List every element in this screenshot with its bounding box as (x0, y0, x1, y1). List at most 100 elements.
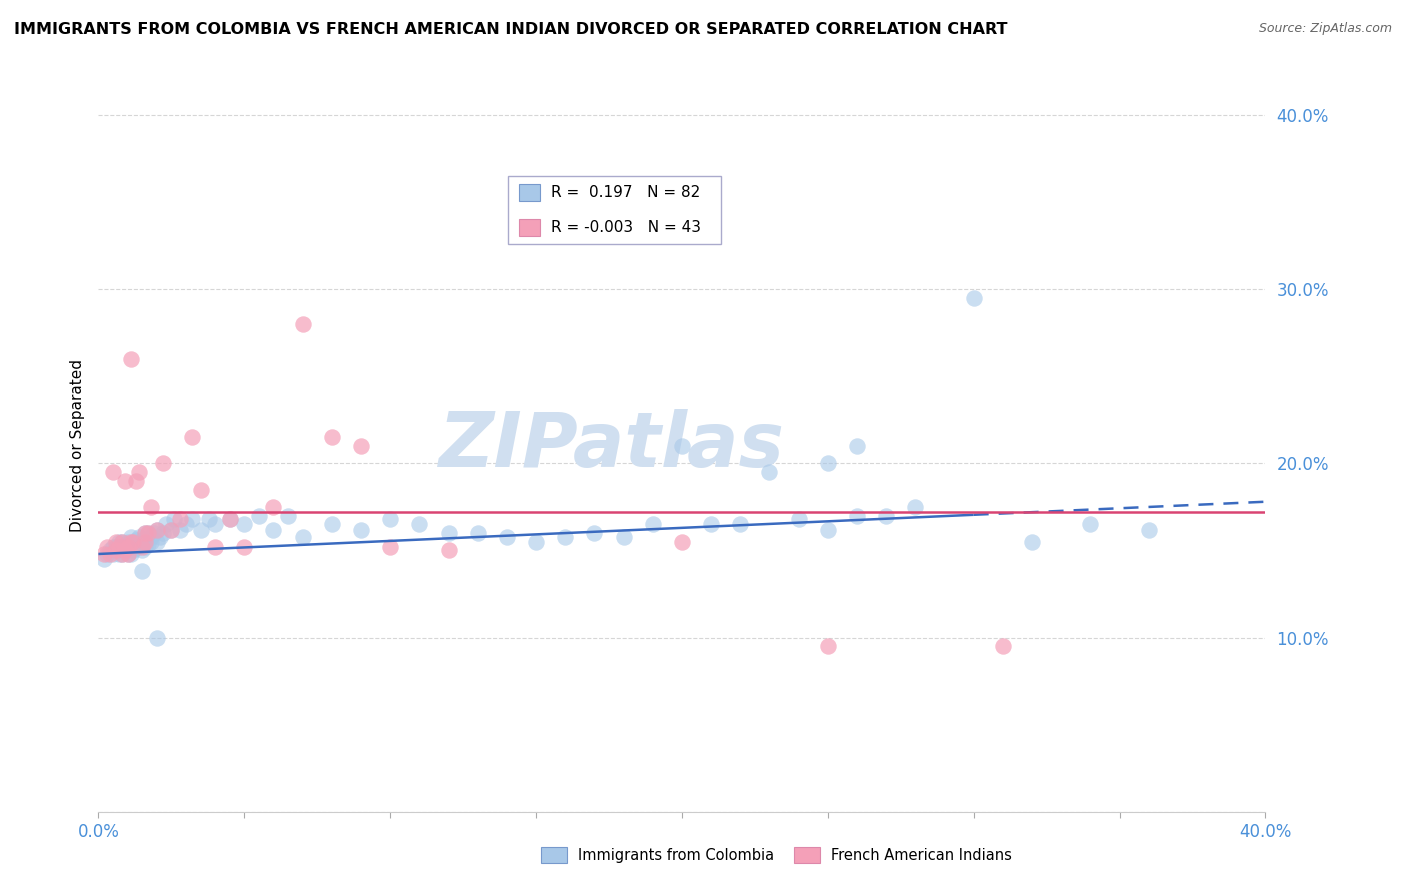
Point (583, 526, 606, 541)
Point (101, 540, 124, 554)
Point (758, 465, 780, 479)
Point (875, 508, 897, 523)
Point (134, 540, 156, 554)
Point (524, 203, 547, 218)
Point (262, 523, 284, 537)
Point (160, 523, 183, 537)
Point (136, 526, 159, 541)
Point (467, 526, 489, 541)
Point (152, 526, 174, 541)
Point (233, 540, 256, 554)
Point (991, 640, 1014, 654)
Point (108, 534, 131, 549)
Point (641, 517, 664, 532)
Point (120, 540, 142, 554)
Point (730, 517, 752, 532)
Point (437, 543, 460, 558)
Point (117, 540, 139, 554)
Point (146, 523, 169, 537)
Point (163, 512, 186, 526)
Point (169, 523, 191, 537)
Text: R = -0.003   N = 43: R = -0.003 N = 43 (551, 219, 700, 235)
Point (93, 552, 115, 566)
Text: IMMIGRANTS FROM COLOMBIA VS FRENCH AMERICAN INDIAN DIVORCED OR SEPARATED CORRELA: IMMIGRANTS FROM COLOMBIA VS FRENCH AMERI… (14, 22, 1008, 37)
Point (120, 530, 142, 544)
Point (93, 547, 115, 561)
Point (380, 512, 402, 526)
Point (496, 530, 519, 544)
Point (108, 540, 131, 554)
Point (111, 540, 134, 554)
Text: R =  0.197   N = 82: R = 0.197 N = 82 (551, 186, 700, 201)
Point (136, 536, 159, 550)
Point (111, 534, 134, 549)
Point (142, 526, 165, 541)
Point (408, 517, 430, 532)
Point (583, 212, 606, 227)
Point (218, 512, 240, 526)
Point (120, 547, 142, 561)
Point (134, 526, 156, 541)
Point (1021, 534, 1043, 549)
Point (114, 474, 136, 488)
Point (131, 540, 153, 554)
Point (962, 291, 984, 305)
Point (817, 457, 839, 471)
Point (101, 465, 124, 479)
Point (98, 547, 121, 561)
Point (787, 512, 810, 526)
Point (101, 547, 124, 561)
Point (122, 543, 145, 558)
Point (149, 530, 172, 544)
Point (204, 517, 226, 532)
Point (380, 540, 402, 554)
Point (96, 540, 118, 554)
Point (117, 540, 139, 554)
Text: Source: ZipAtlas.com: Source: ZipAtlas.com (1258, 22, 1392, 36)
Point (128, 540, 150, 554)
Point (146, 631, 169, 645)
Point (291, 530, 314, 544)
Point (262, 500, 284, 514)
Point (291, 317, 314, 331)
Point (671, 439, 693, 453)
Point (122, 534, 145, 549)
Y-axis label: Divorced or Separated: Divorced or Separated (69, 359, 84, 533)
Point (180, 512, 202, 526)
Point (98, 543, 121, 558)
Point (136, 526, 159, 541)
Point (117, 547, 139, 561)
Point (120, 351, 142, 366)
Point (1080, 517, 1102, 532)
Text: French American Indians: French American Indians (831, 848, 1012, 863)
Point (180, 430, 202, 444)
Point (104, 534, 127, 549)
Point (114, 543, 136, 558)
Point (437, 526, 460, 541)
Point (104, 543, 127, 558)
Point (146, 534, 169, 549)
Point (111, 547, 134, 561)
Point (1137, 523, 1160, 537)
Point (350, 523, 373, 537)
Point (114, 543, 136, 558)
Point (117, 547, 139, 561)
Point (108, 547, 131, 561)
Point (671, 534, 693, 549)
Point (139, 534, 162, 549)
Point (612, 530, 634, 544)
Point (524, 534, 547, 549)
Point (190, 483, 212, 497)
Point (817, 523, 839, 537)
Point (111, 534, 134, 549)
Point (134, 526, 156, 541)
Point (122, 536, 145, 550)
Point (125, 474, 148, 488)
Point (198, 512, 221, 526)
Point (190, 523, 212, 537)
Point (233, 517, 256, 532)
Point (117, 534, 139, 549)
Point (131, 543, 153, 558)
Point (114, 538, 136, 552)
Point (218, 512, 240, 526)
